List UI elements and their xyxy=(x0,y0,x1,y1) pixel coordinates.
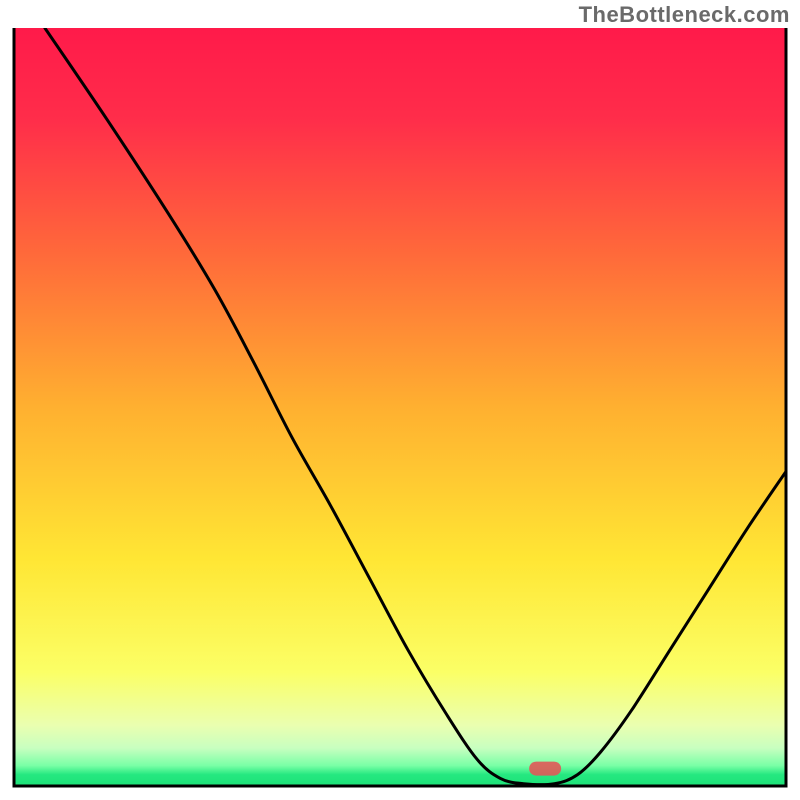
optimal-point-marker xyxy=(529,762,561,776)
watermark-text: TheBottleneck.com xyxy=(579,2,790,28)
chart-container: { "watermark": { "text": "TheBottleneck.… xyxy=(0,0,800,800)
bottleneck-chart xyxy=(0,0,800,800)
plot-background xyxy=(14,28,786,786)
